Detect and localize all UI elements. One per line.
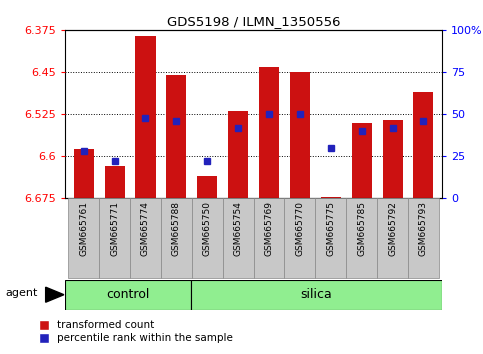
Text: GSM665788: GSM665788 (172, 201, 181, 256)
Text: GSM665793: GSM665793 (419, 201, 428, 256)
Bar (315, 198, 346, 278)
Bar (130, 198, 161, 278)
Text: GSM665775: GSM665775 (327, 201, 335, 256)
Bar (413, 92, 433, 198)
Bar (383, 120, 402, 198)
Bar (228, 112, 248, 198)
Text: GSM665750: GSM665750 (203, 201, 212, 256)
Text: agent: agent (5, 288, 38, 298)
Bar (74, 149, 94, 198)
Title: GDS5198 / ILMN_1350556: GDS5198 / ILMN_1350556 (167, 15, 341, 28)
Bar (192, 198, 223, 278)
Text: GSM665792: GSM665792 (388, 201, 397, 256)
Bar (284, 198, 315, 278)
Bar (135, 36, 156, 198)
Bar (408, 198, 439, 278)
Bar (68, 198, 99, 278)
Bar (191, 280, 442, 310)
Bar (352, 122, 372, 198)
Bar (99, 198, 130, 278)
Text: GSM665770: GSM665770 (296, 201, 304, 256)
Bar (346, 198, 377, 278)
Bar (65, 280, 191, 310)
Bar (161, 198, 192, 278)
Bar (223, 198, 254, 278)
Bar (321, 196, 341, 198)
Text: GSM665771: GSM665771 (110, 201, 119, 256)
Bar (254, 198, 284, 278)
Text: GSM665769: GSM665769 (265, 201, 273, 256)
Bar (105, 166, 125, 198)
Bar (290, 72, 310, 198)
Bar (377, 198, 408, 278)
Polygon shape (45, 287, 64, 302)
Legend: transformed count, percentile rank within the sample: transformed count, percentile rank withi… (29, 316, 238, 348)
Text: GSM665754: GSM665754 (234, 201, 242, 256)
Bar (259, 67, 279, 198)
Text: GSM665774: GSM665774 (141, 201, 150, 256)
Bar (166, 75, 186, 198)
Bar (197, 176, 217, 198)
Text: silica: silica (300, 288, 332, 301)
Text: GSM665761: GSM665761 (79, 201, 88, 256)
Text: GSM665785: GSM665785 (357, 201, 366, 256)
Text: control: control (106, 288, 150, 301)
